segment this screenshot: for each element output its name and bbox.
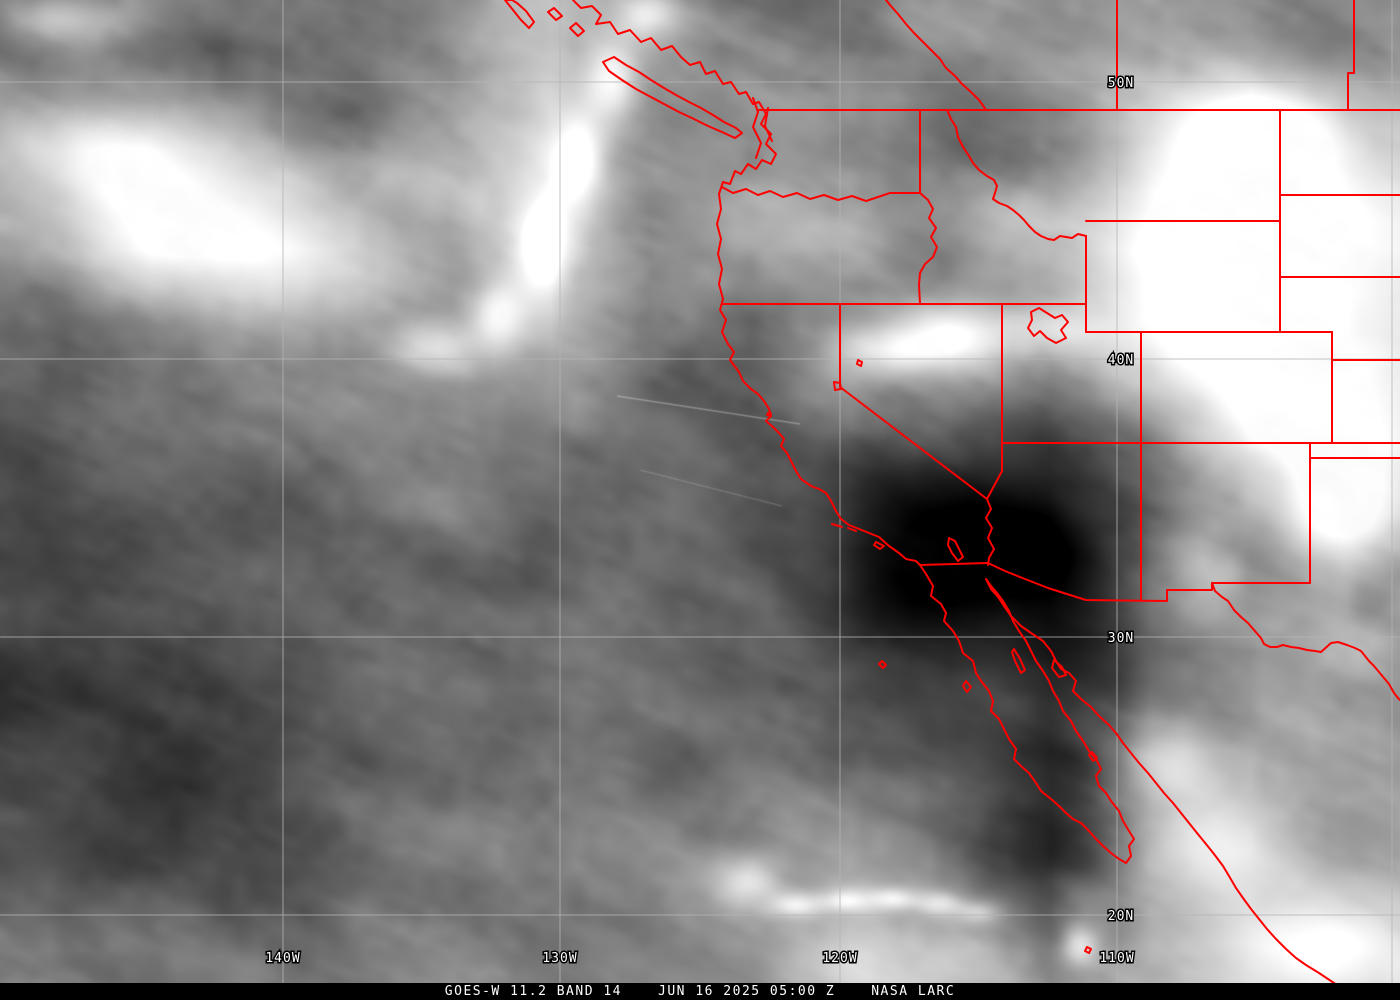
border-puget-sound-2 <box>764 107 773 142</box>
border-channel-island-2 <box>847 527 857 532</box>
border-oregon-idaho-snake <box>918 192 938 305</box>
border-california-nevada <box>839 303 988 500</box>
border-pyramid-lake <box>856 359 863 367</box>
caption-credit: NASA LARC <box>871 984 956 999</box>
border-farallon-island <box>766 412 772 417</box>
border-cedros-island <box>962 680 972 693</box>
border-us-mexico-border <box>919 562 1213 602</box>
grid-label-50N: 50N <box>1108 76 1134 91</box>
border-angel-de-la-guarda <box>1011 648 1026 674</box>
caption-datetime: JUN 16 2025 05:00 Z <box>658 984 836 999</box>
border-idaho-montana <box>946 109 1087 241</box>
grid-label-40N: 40N <box>1108 353 1134 368</box>
border-socorro-island-marker <box>1084 946 1092 954</box>
border-haida-gwaii <box>504 0 535 29</box>
grid-label-130W: 130W <box>542 951 577 966</box>
border-washington-oregon-columbia <box>721 186 921 202</box>
border-bc-alberta-divide <box>885 0 987 111</box>
grid-label-110W: 110W <box>1099 951 1134 966</box>
grid-label-140W: 140W <box>265 951 300 966</box>
latlon-grid-labels: 50N 40N 30N 20N 140W 130W 120W 110W <box>264 75 1135 968</box>
border-saskatchewan-manitoba <box>1347 0 1355 111</box>
border-pacific-coastline-baja-sonora <box>572 0 1367 1000</box>
map-border-lines <box>504 0 1400 1000</box>
grid-label-30N: 30N <box>1108 631 1134 646</box>
caption-bar: GOES-W 11.2 BAND 14 JUN 16 2025 05:00 Z … <box>0 983 1400 1000</box>
border-great-salt-lake <box>1027 307 1069 344</box>
border-channel-island-1 <box>831 523 843 528</box>
border-guadalupe-island <box>878 660 887 669</box>
border-salton-sea <box>947 537 964 562</box>
grid-label-20N: 20N <box>1108 909 1134 924</box>
border-bc-island-2 <box>569 22 585 37</box>
border-tiburon-island <box>1051 659 1067 678</box>
grid-label-120W: 120W <box>822 951 857 966</box>
caption-instrument: GOES-W 11.2 BAND 14 <box>444 984 623 999</box>
border-catalina-island <box>873 541 885 550</box>
border-rio-grande <box>1211 582 1400 701</box>
border-colorado-river-border <box>985 470 1003 566</box>
border-lake-tahoe <box>833 381 842 391</box>
border-puget-sound-1 <box>752 97 762 159</box>
border-espiritu-santo-island <box>1088 751 1098 762</box>
border-bc-island-1 <box>547 7 563 21</box>
border-vancouver-island <box>602 56 743 139</box>
